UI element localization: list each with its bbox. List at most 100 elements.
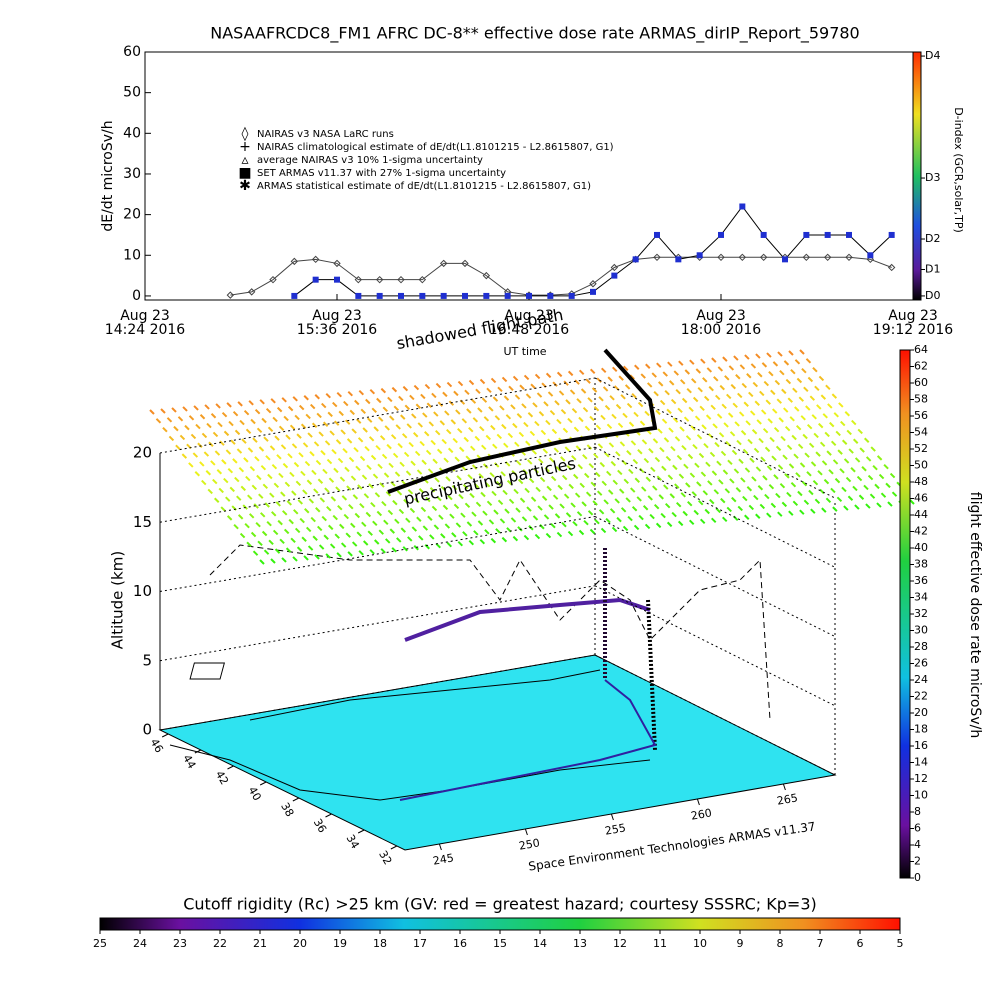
dose-dash [479, 425, 485, 432]
dose-dash [720, 497, 726, 504]
colorbar-tick-label: 18 [373, 937, 387, 950]
dose-dash [678, 473, 685, 479]
dose-dash [447, 494, 453, 501]
dose-dash [465, 455, 471, 461]
dose-dash [420, 393, 426, 400]
dose-dash [523, 374, 530, 381]
dose-dash [792, 387, 798, 394]
dose-dash [428, 421, 434, 427]
dose-dash [751, 429, 758, 435]
dose-dash [588, 462, 594, 469]
dose-dash [276, 406, 283, 413]
dose-dash [724, 488, 731, 494]
dose-dash [168, 435, 175, 442]
dose-dash [815, 451, 821, 457]
dose-dash [367, 417, 373, 423]
dose-dash [691, 378, 697, 384]
dose-dash [516, 460, 522, 466]
dose-dash [567, 370, 574, 377]
dose-dash [818, 422, 824, 429]
dose-dash [707, 433, 714, 439]
y-tick-label: 10 [123, 247, 141, 263]
dose-dash [631, 506, 638, 512]
dose-dash [381, 453, 388, 460]
armas-point [654, 231, 660, 238]
annotation: precipitating particles [402, 454, 577, 509]
dose-dash [826, 450, 832, 456]
dose-dash [193, 405, 199, 411]
dose-dash [722, 356, 728, 362]
dose-dash [271, 463, 278, 470]
dose-dash [574, 492, 581, 498]
dose-dash [821, 460, 828, 466]
colorbar-tick-label: 17 [413, 937, 427, 950]
dose-dash [478, 473, 484, 479]
dose-dash [582, 406, 589, 413]
dose-dash [495, 480, 502, 487]
dose-dash [767, 418, 773, 424]
dose-dash [210, 460, 216, 466]
dose-dash [548, 504, 554, 510]
dose-dash [773, 426, 780, 433]
lat-tick-label: 34 [343, 832, 361, 851]
dose-dash [331, 449, 337, 455]
dose-dash [254, 456, 260, 462]
dose-dash [411, 526, 418, 532]
dose-dash [233, 523, 239, 530]
dose-dash [832, 506, 838, 512]
z-tick-label: 0 [142, 721, 152, 739]
dose-dash [378, 416, 384, 422]
dose-dash [764, 493, 770, 500]
rigidity-colorbar [99, 917, 901, 931]
dose-dash [664, 390, 670, 396]
x-tick-label: Aug 23 [888, 308, 938, 324]
dose-dash [792, 500, 799, 507]
dose-dash [258, 493, 264, 499]
dose-dash [219, 440, 225, 446]
dose-dash [762, 475, 768, 481]
dose-dash [788, 350, 794, 356]
dose-dash [364, 445, 370, 452]
colorbar-tick-label: 16 [453, 937, 467, 950]
y-tick-label: 30 [123, 166, 141, 182]
dose-dash [374, 492, 381, 498]
dose-dash [539, 476, 546, 483]
dose-dash [744, 514, 750, 520]
dose-dash [593, 405, 600, 412]
colorbar-tick-label: 48 [914, 475, 928, 488]
dose-dash [381, 500, 387, 507]
dose-dash [361, 474, 368, 480]
floor [158, 654, 837, 851]
dose-dash [836, 496, 843, 502]
dose-dash [512, 375, 519, 382]
dose-dash [531, 449, 537, 455]
dose-dash [190, 433, 197, 440]
dose-dash [631, 393, 637, 399]
dose-dash [718, 432, 725, 438]
dose-dash [334, 533, 340, 539]
dose-dash [858, 494, 865, 500]
colorbar-tick-label: 36 [914, 574, 928, 587]
dose-dash [380, 387, 387, 394]
dose-dash [258, 446, 265, 452]
dose-dash [658, 494, 664, 500]
dose-dash [199, 461, 205, 467]
dose-dash [429, 487, 436, 493]
dose-dash [477, 520, 484, 526]
dose-dash [351, 428, 357, 434]
dose-dash [305, 413, 311, 420]
dose-dash [570, 502, 576, 508]
dose-dash [462, 483, 469, 490]
dose-dash [279, 538, 285, 545]
dose-dash [460, 512, 466, 518]
dose-dash [772, 361, 779, 367]
armas-point [355, 292, 362, 299]
dose-dash [705, 414, 712, 420]
dose-dash [401, 433, 408, 439]
dose-dash [396, 537, 402, 543]
dose-dash [269, 492, 275, 498]
dose-dash [843, 505, 849, 511]
dose-dash [587, 397, 593, 403]
dose-dash [847, 495, 854, 501]
dose-dash [867, 474, 874, 481]
